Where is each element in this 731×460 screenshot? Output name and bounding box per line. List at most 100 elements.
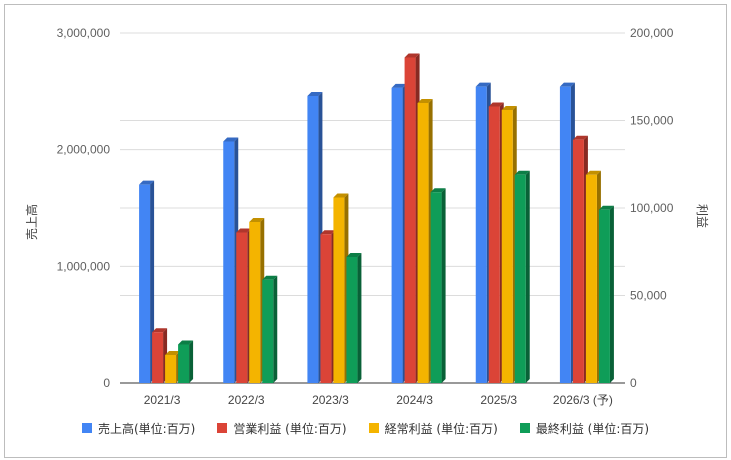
bar bbox=[559, 82, 575, 384]
bar-top bbox=[223, 137, 239, 142]
bar-top bbox=[572, 135, 588, 140]
legend-item: 営業利益 (単位:百万) bbox=[217, 418, 347, 438]
legend-swatch bbox=[368, 423, 379, 433]
bars bbox=[139, 53, 614, 384]
legend-label: 営業利益 (単位:百万) bbox=[233, 421, 347, 436]
bar-side bbox=[189, 340, 194, 383]
bar bbox=[346, 253, 362, 383]
bar-front bbox=[178, 344, 190, 383]
bar-top bbox=[430, 188, 446, 193]
bar bbox=[391, 83, 407, 383]
axis-labels: 0 50,000 100,000 150,000 200,000 0 1,000,000 2,… bbox=[57, 26, 674, 407]
y-left-tick: 3,000,000 bbox=[57, 26, 111, 40]
bar-top bbox=[559, 82, 575, 87]
bar-front bbox=[346, 257, 358, 383]
x-tick-label: 2021/3 bbox=[144, 393, 181, 407]
bar bbox=[262, 275, 278, 383]
bar bbox=[139, 180, 155, 383]
bar-front bbox=[262, 279, 274, 383]
bar-front bbox=[333, 197, 345, 383]
x-tick-label: 2024/3 bbox=[396, 393, 433, 407]
bar-side bbox=[441, 188, 446, 383]
bar-front bbox=[152, 332, 164, 383]
bar-front bbox=[223, 141, 235, 383]
y-left-tick: 2,000,000 bbox=[57, 143, 111, 157]
bar-top bbox=[346, 253, 362, 257]
bar-top bbox=[514, 170, 530, 175]
bar bbox=[165, 351, 181, 383]
bar-top bbox=[236, 228, 252, 233]
bar-front bbox=[572, 139, 584, 383]
legend-item: 経常利益 (単位:百万) bbox=[368, 418, 498, 438]
bar-front bbox=[501, 110, 513, 383]
bar bbox=[307, 92, 323, 383]
bar bbox=[152, 328, 168, 383]
bar-front bbox=[559, 86, 571, 384]
bar-side bbox=[357, 253, 362, 383]
bar-top bbox=[391, 83, 407, 88]
bar-top bbox=[501, 106, 517, 110]
bar bbox=[488, 102, 504, 383]
bar-side bbox=[525, 170, 530, 383]
legend-label: 最終利益 (単位:百万) bbox=[535, 421, 650, 436]
bar-front bbox=[391, 87, 403, 383]
bar bbox=[333, 193, 349, 383]
bar bbox=[585, 170, 601, 383]
bar bbox=[404, 53, 420, 383]
chart-legend: 売上高(単位:百万) 営業利益 (単位:百万) 経常利益 (単位:百万) 最終利益 (… bbox=[0, 418, 731, 438]
bar bbox=[236, 228, 252, 383]
bar-side bbox=[609, 205, 614, 383]
bar bbox=[320, 230, 336, 383]
y-left-axis-title: 売上高 bbox=[24, 204, 39, 240]
bar bbox=[514, 170, 530, 383]
bar-top bbox=[417, 99, 433, 103]
bar-front bbox=[236, 232, 248, 383]
bar-front bbox=[514, 174, 526, 383]
bar bbox=[249, 218, 265, 383]
x-tick-label: 2025/3 bbox=[480, 393, 517, 407]
y-right-tick: 150,000 bbox=[630, 114, 674, 128]
bar-top bbox=[404, 53, 420, 58]
bar-top bbox=[139, 180, 155, 185]
bar bbox=[501, 106, 517, 383]
bar-front bbox=[430, 192, 442, 383]
bar-front bbox=[307, 96, 319, 383]
bar-top bbox=[320, 230, 336, 235]
y-right-tick: 200,000 bbox=[630, 26, 674, 40]
bar bbox=[430, 188, 446, 383]
bar-front bbox=[417, 103, 429, 383]
bar-front bbox=[404, 57, 416, 383]
y-left-tick: 0 bbox=[103, 376, 110, 390]
bar-top bbox=[307, 92, 323, 96]
bar-front bbox=[320, 234, 332, 383]
bar-top bbox=[475, 82, 491, 87]
y-right-tick: 50,000 bbox=[630, 289, 667, 303]
bar-front bbox=[475, 86, 487, 384]
bar-front bbox=[139, 184, 151, 383]
bar bbox=[598, 205, 614, 383]
x-tick-label: 2022/3 bbox=[228, 393, 265, 407]
y-right-axis-title: 利益 bbox=[695, 204, 709, 228]
bar-top bbox=[262, 275, 278, 280]
bar-front bbox=[165, 355, 177, 383]
legend-swatch bbox=[519, 423, 530, 433]
bar-front bbox=[249, 222, 261, 383]
bar-top bbox=[152, 328, 168, 333]
bar-front bbox=[585, 174, 597, 383]
y-right-tick: 0 bbox=[630, 376, 637, 390]
bar-top bbox=[333, 193, 349, 198]
legend-item: 最終利益 (単位:百万) bbox=[519, 418, 650, 438]
legend-label: 経常利益 (単位:百万) bbox=[384, 421, 498, 436]
bar-top bbox=[165, 351, 181, 355]
legend-swatch bbox=[81, 423, 92, 433]
x-tick-label: 2023/3 bbox=[312, 393, 349, 407]
legend-label: 売上高(単位:百万) bbox=[97, 421, 196, 436]
legend-swatch bbox=[217, 423, 228, 433]
bar-front bbox=[488, 106, 500, 383]
bar-front bbox=[598, 209, 610, 383]
y-right-tick: 100,000 bbox=[630, 201, 674, 215]
y-left-tick: 1,000,000 bbox=[57, 259, 111, 273]
bar bbox=[223, 137, 239, 383]
bar bbox=[417, 99, 433, 383]
